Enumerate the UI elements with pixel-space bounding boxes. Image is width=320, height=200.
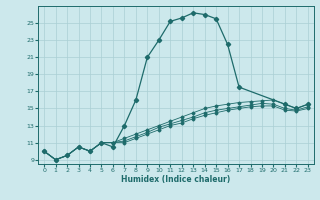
X-axis label: Humidex (Indice chaleur): Humidex (Indice chaleur) [121, 175, 231, 184]
